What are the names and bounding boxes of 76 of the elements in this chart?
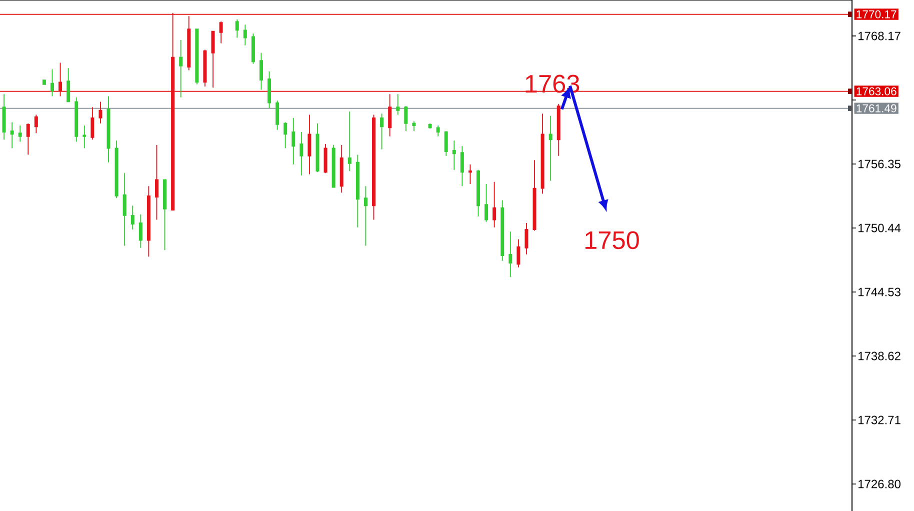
candlestick — [300, 132, 304, 176]
candlestick — [58, 62, 62, 97]
ref-line-label: 1770.17 — [856, 10, 896, 18]
y-tick-label: 1744.53 — [858, 288, 900, 296]
ref-line-label: 1761.49 — [856, 104, 896, 112]
candlestick — [380, 113, 384, 150]
y-tick-label: 1756.35 — [858, 160, 900, 168]
candlestick — [259, 52, 263, 90]
candlestick — [18, 125, 22, 142]
candlestick — [484, 184, 488, 222]
candlestick — [2, 94, 6, 140]
candlestick — [251, 32, 255, 64]
candlestick — [130, 205, 134, 230]
candlestick — [187, 16, 191, 71]
candlestick — [492, 181, 496, 228]
candlestick — [332, 144, 336, 188]
candlestick — [324, 143, 328, 174]
annotation: 1763 — [526, 74, 580, 93]
candlestick — [74, 96, 78, 142]
y-tick-label: 1768.17 — [858, 32, 900, 40]
candlestick — [516, 238, 520, 268]
candlestick — [292, 117, 296, 165]
candlestick — [235, 18, 239, 38]
candlestick — [122, 172, 126, 246]
y-tick-label: 1750.44 — [858, 224, 901, 232]
candlestick — [372, 114, 376, 220]
candlestick — [340, 144, 344, 194]
candlestick — [412, 120, 416, 132]
candlestick — [34, 114, 38, 134]
candlestick — [404, 106, 408, 132]
candlestick — [203, 49, 207, 87]
candlestick — [308, 114, 312, 175]
candlestick — [138, 214, 142, 248]
candlestick — [524, 222, 528, 255]
candlestick — [444, 130, 448, 156]
candlestick — [106, 96, 110, 163]
candlestick — [146, 186, 150, 258]
candlestick — [195, 28, 199, 85]
y-tick-label: 1726.80 — [858, 480, 901, 488]
candlestick — [26, 122, 30, 156]
candlestick — [98, 101, 102, 124]
candlestick — [460, 146, 464, 187]
ref-line-label: 1763.06 — [856, 87, 896, 96]
candlestick — [508, 231, 512, 278]
candlestick — [10, 122, 14, 149]
candlestick — [42, 80, 46, 85]
y-tick-label: 1732.71 — [858, 416, 900, 424]
candlestick — [548, 115, 552, 182]
candlestick — [476, 169, 480, 217]
candlestick — [388, 94, 392, 137]
candlestick — [243, 24, 247, 46]
candlestick — [276, 100, 280, 130]
candlestick — [284, 122, 288, 149]
candlestick — [532, 160, 536, 232]
candlestick — [114, 140, 118, 199]
annotation: 1750 — [585, 231, 639, 250]
candlestick — [179, 39, 183, 98]
candlestick — [396, 94, 400, 116]
candlestick — [468, 164, 472, 184]
candlestick — [268, 70, 272, 109]
candlestick — [428, 122, 432, 130]
candlestick — [66, 68, 70, 102]
candlestick — [556, 103, 560, 156]
candlestick — [348, 110, 352, 172]
candlestick — [211, 30, 215, 88]
candlestick — [436, 125, 440, 137]
candlestick — [82, 125, 86, 149]
candlestick — [219, 21, 223, 44]
candlestick — [356, 154, 360, 228]
candlestick — [452, 140, 456, 170]
y-tick-label: 1738.62 — [858, 352, 900, 360]
candlestick — [90, 106, 94, 140]
candlestick — [171, 12, 175, 210]
candlestick — [540, 113, 544, 194]
candlestick — [500, 200, 504, 262]
candlestick — [316, 122, 320, 173]
